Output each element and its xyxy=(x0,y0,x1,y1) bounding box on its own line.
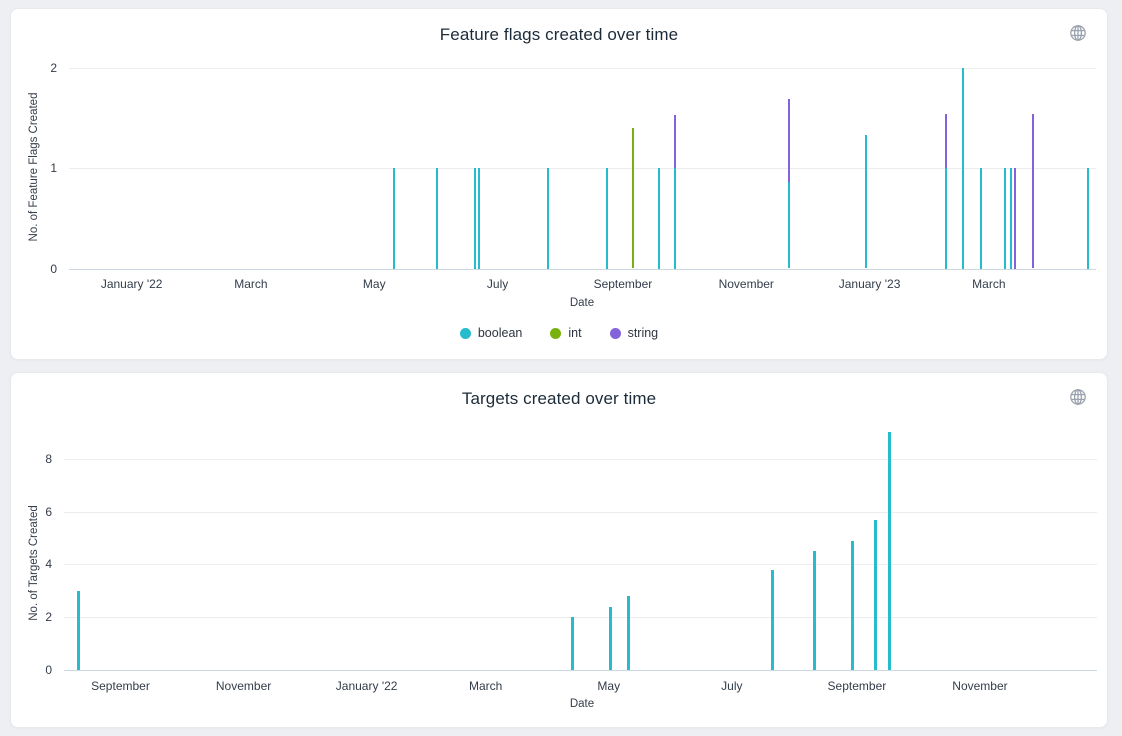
gridline xyxy=(64,458,1097,460)
x-axis-title: Date xyxy=(569,297,595,309)
targets-bar xyxy=(76,590,80,670)
feature-flags-chart-card: Feature flags created over time 0 1 2 Janua… xyxy=(10,8,1108,360)
x-tick-label: November xyxy=(215,679,272,693)
boolean-bar xyxy=(393,168,396,269)
x-tick-label: November xyxy=(952,679,1008,693)
legend-item-int[interactable]: int xyxy=(550,326,582,340)
boolean-bar xyxy=(1086,168,1089,269)
legend-label: boolean xyxy=(477,326,523,340)
chart-title: Targets created over time xyxy=(461,389,657,408)
string-bar xyxy=(1032,113,1035,269)
x-tick-label: January '22 xyxy=(335,679,398,693)
legend: boolean int string xyxy=(11,326,1107,340)
targets-bar xyxy=(851,540,855,670)
feature-flags-plot-area: 0 1 2 January '22 March May July September Novem… xyxy=(11,9,1107,359)
legend-item-string[interactable]: string xyxy=(609,326,659,340)
legend-label: int xyxy=(568,326,582,340)
x-tick-label: May xyxy=(362,277,386,291)
x-tick-label: March xyxy=(972,277,1006,291)
targets-bar xyxy=(873,519,877,670)
globe-icon xyxy=(1069,24,1087,42)
y-axis-title: No. of Targets Created xyxy=(28,505,40,621)
boolean-bar xyxy=(605,168,608,269)
int-bar xyxy=(632,127,635,269)
targets-bar xyxy=(570,617,574,670)
targets-bar xyxy=(887,432,891,670)
boolean-bar xyxy=(674,168,677,269)
y-tick-label: 1 xyxy=(50,161,57,175)
y-tick-label: 2 xyxy=(45,610,52,625)
x-tick-label: September xyxy=(593,277,653,291)
x-tick-label: March xyxy=(469,679,503,693)
y-tick-label: 8 xyxy=(45,451,52,466)
gridline xyxy=(64,511,1097,513)
gridline xyxy=(69,168,1096,169)
chart-title: Feature flags created over time xyxy=(439,25,679,44)
targets-bar xyxy=(609,606,613,670)
boolean-bar xyxy=(474,168,477,269)
y-axis-title: No. of Feature Flags Created xyxy=(28,92,40,242)
targets-bar xyxy=(770,569,774,670)
boolean-bar xyxy=(478,168,481,269)
targets-plot-area: 0 2 4 6 8 September November January '22 March Ma… xyxy=(11,373,1107,727)
boolean-bar xyxy=(864,134,867,269)
targets-bar xyxy=(813,551,817,670)
legend-swatch-icon xyxy=(609,327,621,339)
boolean-bar xyxy=(979,168,982,269)
legend-item-boolean[interactable]: boolean xyxy=(459,326,523,340)
y-tick-label: 6 xyxy=(45,504,52,519)
gridline xyxy=(64,564,1097,566)
legend-swatch-icon xyxy=(550,327,562,339)
boolean-bar xyxy=(435,168,438,269)
x-tick-label: November xyxy=(718,277,774,291)
x-tick-label: July xyxy=(721,679,743,693)
globe-icon xyxy=(1069,388,1087,406)
targets-bar xyxy=(627,596,631,670)
boolean-bar xyxy=(1010,168,1013,269)
x-tick-label: July xyxy=(486,277,509,291)
y-tick-label: 2 xyxy=(50,60,57,75)
boolean-bar xyxy=(1004,168,1007,269)
x-tick-label: May xyxy=(597,679,621,693)
x-axis-title: Date xyxy=(569,698,595,710)
boolean-bar xyxy=(658,168,661,269)
legend-swatch-icon xyxy=(459,327,471,339)
y-tick-label: 0 xyxy=(50,261,57,276)
x-tick-label: September xyxy=(827,679,887,693)
y-tick-label: 0 xyxy=(45,663,52,677)
boolean-bar xyxy=(787,182,790,269)
x-axis-line xyxy=(64,670,1097,671)
gridline xyxy=(64,617,1097,619)
y-tick-label: 4 xyxy=(45,557,52,572)
x-tick-label: September xyxy=(91,679,150,693)
string-bar xyxy=(1014,168,1017,269)
x-tick-label: January '22 xyxy=(100,277,163,291)
x-axis-line xyxy=(69,268,1096,270)
boolean-bar xyxy=(961,67,964,269)
x-tick-label: March xyxy=(234,277,268,291)
legend-label: string xyxy=(627,326,659,340)
gridline xyxy=(69,67,1096,69)
boolean-bar xyxy=(547,168,550,269)
targets-chart-card: Targets created over time 0 2 4 6 8 September… xyxy=(10,372,1108,728)
x-tick-label: January '23 xyxy=(838,277,901,291)
boolean-bar xyxy=(945,168,948,269)
